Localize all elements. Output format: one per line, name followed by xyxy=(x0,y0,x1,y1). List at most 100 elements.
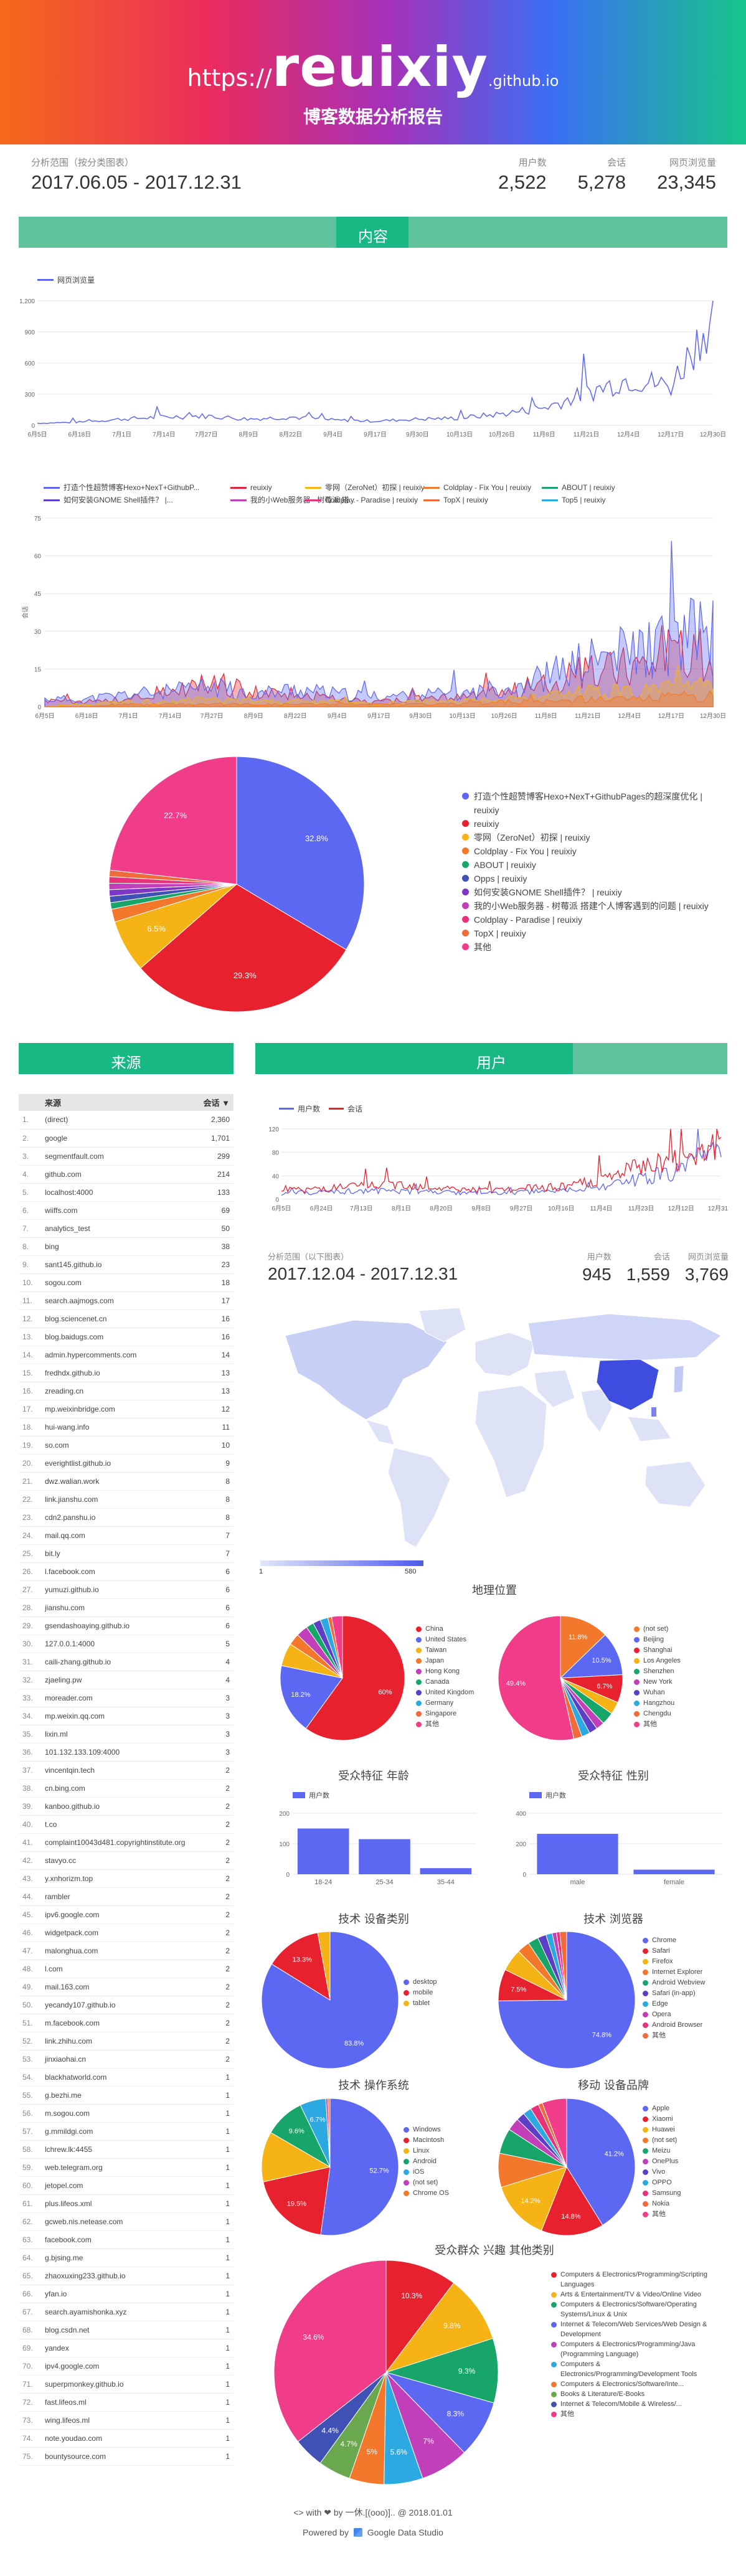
table-row: 54. blackhatworld.com 1 xyxy=(19,2068,234,2087)
x-tick-label: 9月27日 xyxy=(510,1205,533,1212)
x-tick-label: 12月17日 xyxy=(658,712,684,720)
sessions-column-header[interactable]: 会话 ▼ xyxy=(196,1094,234,1111)
legend-text: Apple xyxy=(652,2105,670,2112)
legend-text: 其他 xyxy=(425,1720,439,1728)
source-name: m.sogou.com xyxy=(41,2104,196,2123)
table-row: 11. search.aajmogs.com 17 xyxy=(19,1291,234,1310)
legend-text: 其他 xyxy=(560,2410,574,2418)
x-tick-label: 6月18日 xyxy=(75,712,98,720)
legend-item: 如何安装GNOME Shell插件？ | reuixiy xyxy=(462,885,711,899)
x-tick-label: 7月27日 xyxy=(201,712,224,720)
pie-slice xyxy=(273,2260,387,2442)
row-index: 34. xyxy=(19,1707,41,1725)
table-row: 28. jianshu.com 6 xyxy=(19,1598,234,1617)
site-suffix: .github.io xyxy=(488,72,559,90)
x-tick-label: 7月1日 xyxy=(112,431,131,438)
legend-label: 用户数 xyxy=(309,1791,329,1800)
legend-dot xyxy=(404,2169,409,2175)
top-stat-label: 会话 xyxy=(607,158,626,168)
row-index: 28. xyxy=(19,1598,41,1617)
legend-dot xyxy=(634,1679,640,1685)
legend-dot xyxy=(634,1690,640,1696)
session-count: 1 xyxy=(196,2176,234,2195)
table-row: 33. moreader.com 3 xyxy=(19,1689,234,1707)
legend-item: 零网（ZeroNet）初探 | reuixiy xyxy=(462,831,711,844)
x-tick-label: 12月12日 xyxy=(668,1205,694,1212)
source-name: cn.bing.com xyxy=(41,1779,196,1798)
bar xyxy=(297,1828,349,1874)
legend-dot xyxy=(551,2362,557,2367)
legend-swatch xyxy=(44,499,60,501)
session-count: 1 xyxy=(196,2230,234,2249)
row-index: 42. xyxy=(19,1851,41,1870)
legend-dot xyxy=(416,1701,422,1706)
session-count: 1 xyxy=(196,2212,234,2231)
legend-text: Nokia xyxy=(652,2200,670,2207)
row-index: 50. xyxy=(19,1996,41,2014)
source-name: y.xnhorizm.top xyxy=(41,1869,196,1888)
source-name: m.facebook.com xyxy=(41,2014,196,2032)
source-name: fast.lifeos.ml xyxy=(41,2393,196,2412)
table-row: 72. fast.lifeos.ml 1 xyxy=(19,2393,234,2412)
legend-item: Android Browser xyxy=(643,2020,727,2031)
session-count: 2 xyxy=(196,1761,234,1780)
row-index: 13. xyxy=(19,1328,41,1346)
source-name: ipv4.google.com xyxy=(41,2357,196,2375)
x-tick-label: 8月20日 xyxy=(430,1205,453,1212)
session-count: 50 xyxy=(196,1219,234,1238)
legend-item: TopX | reuixiy xyxy=(462,927,711,940)
pie-slice xyxy=(271,1932,331,2001)
session-count: 1 xyxy=(196,2429,234,2448)
legend-dot xyxy=(416,1637,422,1643)
legend-item: Coldplay - Fix You | reuixiy xyxy=(462,844,711,858)
legend-dot xyxy=(462,943,469,950)
x-tick-label: 10月26日 xyxy=(491,712,517,720)
device-chart-title: 技术 设备类别 xyxy=(338,1913,409,1926)
x-tick-label: 7月27日 xyxy=(195,431,218,438)
table-header-row: 来源 会话 ▼ xyxy=(19,1094,234,1111)
device-pie-chart: 83.8% 13.3% xyxy=(261,1931,399,2069)
legend-dot xyxy=(404,2138,409,2143)
source-name: gsendashoaying.github.io xyxy=(41,1616,196,1635)
legend-swatch xyxy=(542,487,558,489)
pie-slice-label: 9.3% xyxy=(458,2367,476,2375)
legend-swatch xyxy=(542,499,558,501)
legend-dot xyxy=(643,2033,648,2039)
legend-swatch xyxy=(230,499,247,501)
x-tick-label: 9月30日 xyxy=(409,712,432,720)
table-row: 69. yandex 1 xyxy=(19,2339,234,2357)
legend-dot xyxy=(551,2342,557,2347)
map-scale-max: 580 xyxy=(405,1568,417,1575)
session-count: 5 xyxy=(196,1635,234,1653)
legend-item: 我的小Web服务器 - 树莓派 搭建个人博客遇到的问题 | reuixiy xyxy=(462,899,711,913)
legend-text: Chrome OS xyxy=(413,2189,450,2197)
legend-dot xyxy=(404,1979,409,1985)
table-row: 55. g.bezhi.me 1 xyxy=(19,2086,234,2105)
x-tick-label: 6月5日 xyxy=(35,712,54,720)
table-row: 57. g.mmildgi.com 1 xyxy=(19,2122,234,2141)
legend-item: Edge xyxy=(643,1999,727,2009)
row-index: 20. xyxy=(19,1454,41,1473)
footer-brand-link[interactable]: Google Data Studio xyxy=(367,2527,443,2537)
legend-item: Taiwan xyxy=(416,1645,497,1656)
row-index: 10. xyxy=(19,1273,41,1292)
source-name: g.mmildgi.com xyxy=(41,2122,196,2141)
source-name: web.telegram.org xyxy=(41,2158,196,2177)
pie-slice xyxy=(109,756,237,885)
session-count: 2,360 xyxy=(196,1111,234,1130)
map-region-north-america xyxy=(285,1319,448,1420)
legend-item: United States xyxy=(416,1635,497,1645)
pie-slice-label: 4.7% xyxy=(340,2440,357,2448)
legend-text: Internet & Telecom/Mobile & Wireless/... xyxy=(560,2400,682,2408)
row-index: 56. xyxy=(19,2104,41,2123)
table-row: 62. gcweb.nis.netease.com 1 xyxy=(19,2212,234,2231)
legend-item: (not set) xyxy=(404,2177,478,2188)
top-stat-label: 用户数 xyxy=(518,158,547,168)
legend-dot xyxy=(643,2159,648,2164)
site-title: https://reuixiy.github.io xyxy=(0,35,746,99)
legend-text: 其他 xyxy=(643,1720,657,1728)
table-row: 21. dwz.walian.work 8 xyxy=(19,1472,234,1491)
legend-dot xyxy=(462,861,469,868)
row-index: 70. xyxy=(19,2357,41,2375)
legend-item: Opps | reuixiy xyxy=(462,872,711,885)
